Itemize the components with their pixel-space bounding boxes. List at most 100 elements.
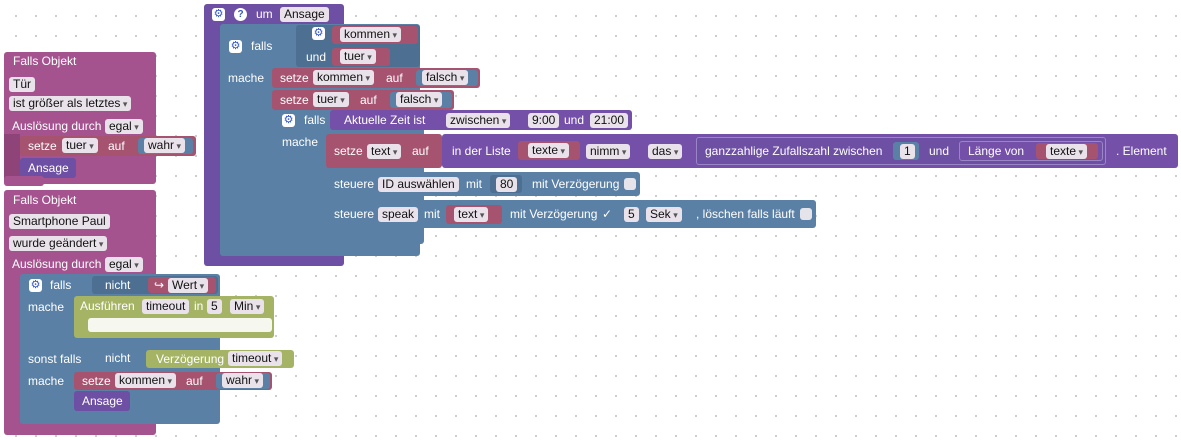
set-block-tuer-falsch[interactable]: setze tuer auf falsch (272, 90, 454, 110)
list-get-block[interactable]: in der Liste texte nimm das ganzzahlige … (442, 134, 1178, 168)
list-op-dropdown[interactable]: nimm (586, 144, 631, 159)
and-block[interactable]: ⚙ kommen und tuer (296, 25, 420, 67)
if-keyword: falls (304, 113, 326, 127)
event-header: Falls Objekt (13, 193, 77, 207)
length-label: Länge von (968, 144, 1025, 158)
bool-value-block[interactable]: wahr (216, 373, 270, 389)
object-field[interactable]: Tür (9, 77, 35, 92)
object-field[interactable]: Smartphone Paul (9, 214, 110, 229)
call-ansage-2[interactable]: Ansage (74, 391, 130, 411)
bool-value-block[interactable]: wahr (138, 138, 193, 154)
gear-icon[interactable]: ⚙ (29, 279, 42, 292)
delay-number-field[interactable]: 5 (624, 207, 639, 222)
not-keyword: nicht (105, 351, 131, 365)
control-target-field[interactable]: ID auswählen (378, 177, 459, 192)
variable-dropdown[interactable]: tuer (340, 49, 376, 64)
gear-icon[interactable]: ⚙ (212, 8, 225, 21)
help-icon[interactable]: ? (234, 8, 247, 21)
not-block-2[interactable]: nicht (92, 348, 292, 368)
to-keyword: auf (360, 93, 377, 107)
var-block-tuer[interactable]: tuer (332, 48, 390, 66)
bool-value-block[interactable]: falsch (416, 70, 478, 86)
time-mode-dropdown[interactable]: zwischen (446, 113, 511, 128)
trigger-dropdown[interactable]: egal (105, 119, 143, 134)
to-keyword: auf (386, 71, 403, 85)
time-from-field[interactable]: 9:00 (528, 113, 560, 128)
timeout-name-field[interactable]: timeout (142, 299, 190, 314)
condition-dropdown[interactable]: ist größer als letztes (9, 96, 132, 111)
var-block-kommen[interactable]: kommen (332, 26, 418, 44)
delay-block[interactable]: Verzögerung timeout (146, 350, 294, 368)
delay-check-icon[interactable]: ✓ (602, 207, 613, 221)
time-compare-block[interactable]: Aktuelle Zeit ist zwischen 9:00 und 21:0… (330, 110, 632, 130)
bool-dropdown[interactable]: wahr (144, 138, 186, 153)
value-block[interactable]: ↪ Wert (148, 277, 216, 293)
with-keyword: mit (466, 177, 482, 191)
call-ansage-1[interactable]: Ansage (20, 158, 76, 178)
delay-unit-dropdown[interactable]: Sek (646, 207, 682, 222)
variable-dropdown[interactable]: kommen (340, 27, 402, 42)
set-keyword: setze (334, 144, 363, 158)
variable-dropdown[interactable]: kommen (313, 70, 375, 85)
length-var-dropdown[interactable]: texte (1046, 144, 1088, 159)
control-block-speak[interactable]: steuere speak mit text mit Verzögerung ✓… (326, 200, 816, 228)
variable-dropdown[interactable]: tuer (313, 92, 349, 107)
bool-dropdown[interactable]: falsch (396, 92, 443, 107)
set-keyword: setze (82, 374, 111, 388)
set-block-kommen[interactable]: setze kommen auf wahr (74, 372, 272, 390)
function-name-field[interactable]: Ansage (280, 7, 329, 22)
control-block-id[interactable]: steuere ID auswählen mit 80 mit Verzöger… (326, 172, 640, 196)
clear-checkbox[interactable] (800, 208, 812, 220)
random-from-block[interactable]: 1 (893, 142, 919, 160)
bool-dropdown[interactable]: falsch (422, 70, 469, 85)
set-block-text[interactable]: setze text auf (326, 134, 442, 168)
random-int-block[interactable]: ganzzahlige Zufallszahl zwischen 1 und L… (696, 137, 1106, 165)
timeout-statement-slot[interactable] (88, 318, 272, 332)
not-block[interactable]: nicht ↪ Wert (92, 276, 218, 294)
timeout-number-field[interactable]: 5 (207, 299, 222, 314)
set-block-kommen-falsch[interactable]: setze kommen auf falsch (272, 68, 480, 88)
bool-value-block[interactable]: falsch (390, 92, 452, 108)
random-from-field[interactable]: 1 (900, 144, 915, 159)
to-keyword: auf (186, 374, 203, 388)
bool-dropdown[interactable]: wahr (222, 373, 264, 388)
control-value-field[interactable]: 80 (496, 177, 518, 192)
control-keyword: steuere (334, 207, 375, 221)
event-header: Falls Objekt (13, 54, 77, 68)
timeout-block[interactable]: Ausführen timeout in 5 Min (74, 296, 274, 338)
random-label: ganzzahlige Zufallszahl zwischen (705, 144, 883, 158)
list-mode-dropdown[interactable]: das (648, 144, 683, 159)
delay-checkbox[interactable] (624, 178, 636, 190)
length-var-block[interactable]: texte (1036, 143, 1098, 159)
variable-dropdown[interactable]: text (454, 207, 489, 222)
trigger-label: Auslösung durch (12, 119, 102, 133)
var-block-text[interactable]: text (446, 205, 502, 224)
value-block[interactable]: 80 (490, 175, 522, 193)
gear-icon[interactable]: ⚙ (229, 40, 242, 53)
variable-dropdown[interactable]: tuer (62, 138, 98, 153)
list-var-block[interactable]: texte (518, 141, 580, 160)
event-tuer-inner (4, 134, 20, 184)
list-var-dropdown[interactable]: texte (528, 143, 570, 158)
and-keyword: und (929, 144, 950, 158)
delay-name-dropdown[interactable]: timeout (228, 351, 283, 366)
control-target-field[interactable]: speak (378, 207, 419, 222)
delay-label: Verzögerung (156, 352, 225, 366)
if-keyword: falls (50, 278, 72, 292)
gear-icon[interactable]: ⚙ (312, 27, 325, 40)
trigger-dropdown[interactable]: egal (105, 257, 143, 272)
set-block-tuer[interactable]: setze tuer auf wahr (20, 136, 196, 156)
do-keyword-2: mache (28, 374, 65, 388)
gear-icon[interactable]: ⚙ (282, 114, 295, 127)
time-to-field[interactable]: 21:00 (590, 113, 629, 128)
time-label: Aktuelle Zeit ist (344, 113, 426, 127)
variable-dropdown[interactable]: text (367, 144, 402, 159)
condition-dropdown[interactable]: wurde geändert (9, 236, 108, 251)
variable-dropdown[interactable]: kommen (115, 373, 177, 388)
call-label: Ansage (82, 394, 123, 408)
timeout-unit-dropdown[interactable]: Min (230, 299, 265, 314)
length-block[interactable]: Länge von texte (959, 141, 1103, 161)
not-keyword: nicht (105, 278, 131, 292)
delay-label: mit Verzögerung (532, 177, 620, 191)
value-dropdown[interactable]: Wert (168, 278, 209, 293)
